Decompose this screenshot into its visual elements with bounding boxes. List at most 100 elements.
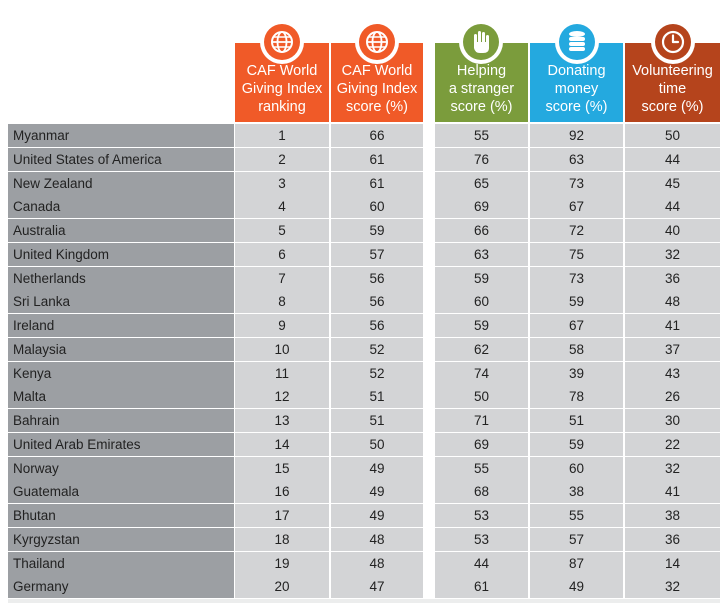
helping-cell: 61 — [435, 575, 528, 599]
rank-cell: 18 — [235, 527, 329, 551]
header-helping-line-2: a stranger — [448, 81, 515, 97]
country-cell: Ireland — [8, 314, 234, 337]
donating-cell: 73 — [530, 266, 623, 290]
country-cell: Thailand — [8, 551, 234, 575]
volunteering-cell: 30 — [625, 409, 720, 432]
donating-cell: 59 — [530, 290, 623, 314]
helping-cell: 66 — [435, 219, 528, 242]
header-ranking-line-3: ranking — [258, 99, 306, 115]
rank-cell: 3 — [235, 171, 329, 195]
header-volunteering-line-3: score (%) — [641, 99, 704, 115]
volunteering-cell: 32 — [625, 575, 720, 599]
score-cell: 66 — [331, 124, 423, 147]
helping-cell: 76 — [435, 147, 528, 171]
table-row: Bhutan 17 49 53 55 38 — [0, 504, 726, 527]
header-score: CAF World Giving Index score (%) — [331, 43, 423, 122]
volunteering-cell: 48 — [625, 290, 720, 314]
score-cell: 60 — [331, 195, 423, 219]
helping-cell: 74 — [435, 361, 528, 385]
table-row: Kyrgyzstan 18 48 53 57 36 — [0, 527, 726, 551]
volunteering-cell: 32 — [625, 456, 720, 480]
donating-cell: 38 — [530, 480, 623, 504]
score-cell: 50 — [331, 432, 423, 456]
score-cell: 48 — [331, 551, 423, 575]
volunteering-cell: 38 — [625, 504, 720, 527]
donating-cell: 57 — [530, 527, 623, 551]
helping-cell: 65 — [435, 171, 528, 195]
helping-cell: 68 — [435, 480, 528, 504]
table-row: Norway 15 49 55 60 32 — [0, 456, 726, 480]
country-cell: United States of America — [8, 147, 234, 171]
volunteering-cell: 44 — [625, 195, 720, 219]
helping-cell: 69 — [435, 195, 528, 219]
header-helping-line-1: Helping — [456, 63, 507, 79]
clock-icon — [651, 20, 695, 64]
table-row: New Zealand 3 61 65 73 45 — [0, 171, 726, 195]
helping-cell: 50 — [435, 385, 528, 409]
table-row: Malta 12 51 50 78 26 — [0, 385, 726, 409]
rank-cell: 20 — [235, 575, 329, 599]
table-row: Myanmar 1 66 55 92 50 — [0, 124, 726, 147]
country-cell: Bahrain — [8, 409, 234, 432]
volunteering-cell: 40 — [625, 219, 720, 242]
header-donating: Donating money score (%) — [530, 43, 623, 122]
score-cell: 56 — [331, 314, 423, 337]
score-cell: 51 — [331, 385, 423, 409]
score-cell: 52 — [331, 337, 423, 361]
table-row: Malaysia 10 52 62 58 37 — [0, 337, 726, 361]
donating-cell: 58 — [530, 337, 623, 361]
score-cell: 49 — [331, 504, 423, 527]
score-cell: 48 — [331, 527, 423, 551]
table-row: United Arab Emirates 14 50 69 59 22 — [0, 432, 726, 456]
header-donating-line-3: score (%) — [545, 99, 608, 115]
score-cell: 56 — [331, 290, 423, 314]
header-score-line-3: score (%) — [345, 99, 409, 115]
volunteering-cell: 37 — [625, 337, 720, 361]
table-row: Sri Lanka 8 56 60 59 48 — [0, 290, 726, 314]
rank-cell: 9 — [235, 314, 329, 337]
rank-cell: 8 — [235, 290, 329, 314]
table-row: Bahrain 13 51 71 51 30 — [0, 409, 726, 432]
score-cell: 56 — [331, 266, 423, 290]
donating-cell: 73 — [530, 171, 623, 195]
country-cell: Sri Lanka — [8, 290, 234, 314]
score-cell: 51 — [331, 409, 423, 432]
rank-cell: 11 — [235, 361, 329, 385]
helping-cell: 71 — [435, 409, 528, 432]
helping-cell: 63 — [435, 242, 528, 266]
rank-cell: 12 — [235, 385, 329, 409]
score-cell: 49 — [331, 456, 423, 480]
table-row: Ireland 9 56 59 67 41 — [0, 314, 726, 337]
volunteering-cell: 50 — [625, 124, 720, 147]
country-cell: Guatemala — [8, 480, 234, 504]
volunteering-cell: 43 — [625, 361, 720, 385]
table-row: Kenya 11 52 74 39 43 — [0, 361, 726, 385]
volunteering-cell: 41 — [625, 314, 720, 337]
rank-cell: 5 — [235, 219, 329, 242]
helping-cell: 59 — [435, 266, 528, 290]
helping-cell: 69 — [435, 432, 528, 456]
rank-cell: 13 — [235, 409, 329, 432]
donating-cell: 72 — [530, 219, 623, 242]
donating-cell: 87 — [530, 551, 623, 575]
volunteering-cell: 41 — [625, 480, 720, 504]
rank-cell: 17 — [235, 504, 329, 527]
helping-cell: 60 — [435, 290, 528, 314]
score-cell: 61 — [331, 147, 423, 171]
country-cell: Kyrgyzstan — [8, 527, 234, 551]
helping-cell: 53 — [435, 527, 528, 551]
score-cell: 61 — [331, 171, 423, 195]
helping-cell: 44 — [435, 551, 528, 575]
globe-icon — [260, 20, 304, 64]
table-row: Australia 5 59 66 72 40 — [0, 219, 726, 242]
header-donating-line-2: money — [554, 81, 599, 97]
volunteering-cell: 14 — [625, 551, 720, 575]
header-score-line-2: Giving Index — [336, 81, 418, 97]
donating-cell: 60 — [530, 456, 623, 480]
volunteering-cell: 36 — [625, 527, 720, 551]
country-cell: Norway — [8, 456, 234, 480]
volunteering-cell: 36 — [625, 266, 720, 290]
donating-cell: 51 — [530, 409, 623, 432]
country-cell: Malaysia — [8, 337, 234, 361]
globe-icon — [355, 20, 399, 64]
